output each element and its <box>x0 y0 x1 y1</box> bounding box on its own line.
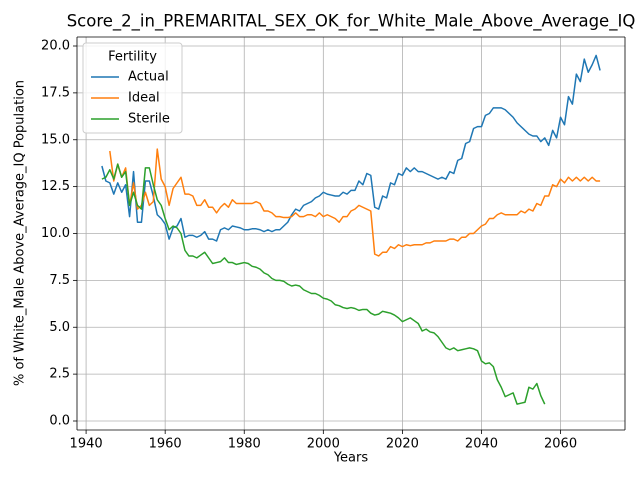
x-tick-label: 2000 <box>307 437 340 452</box>
y-tick-label: 17.5 <box>41 85 70 100</box>
x-tick-label: 1980 <box>228 437 261 452</box>
y-tick-label: 15.0 <box>41 132 70 147</box>
y-tick-label: 20.0 <box>41 39 70 54</box>
y-tick-label: 10.0 <box>41 226 70 241</box>
legend-label: Actual <box>128 70 169 85</box>
chart-title: Score_2_in_PREMARITAL_SEX_OK_for_White_M… <box>67 12 636 32</box>
y-tick-label: 0.0 <box>49 414 70 429</box>
x-tick-label: 2020 <box>386 437 419 452</box>
series-line <box>101 163 546 405</box>
x-tick-label: 2060 <box>544 437 577 452</box>
x-axis-label: Years <box>333 451 369 466</box>
y-tick-label: 7.5 <box>49 273 70 288</box>
x-tick-label: 1940 <box>70 437 103 452</box>
y-axis-label: % of White_Male Above_Average_IQ Populat… <box>13 80 28 386</box>
series-line <box>101 54 601 242</box>
x-tick-label: 1960 <box>149 437 182 452</box>
legend: Fertility Actual Ideal Sterile <box>82 42 183 134</box>
series-line <box>109 148 601 257</box>
legend-title: Fertility <box>108 50 157 65</box>
x-tick-label: 2040 <box>465 437 498 452</box>
legend-label: Ideal <box>128 91 160 106</box>
y-tick-label: 5.0 <box>49 320 70 335</box>
legend-label: Sterile <box>128 112 170 127</box>
y-tick-label: 2.5 <box>49 367 70 382</box>
legend-frame <box>82 42 183 134</box>
y-tick-label: 12.5 <box>41 179 70 194</box>
